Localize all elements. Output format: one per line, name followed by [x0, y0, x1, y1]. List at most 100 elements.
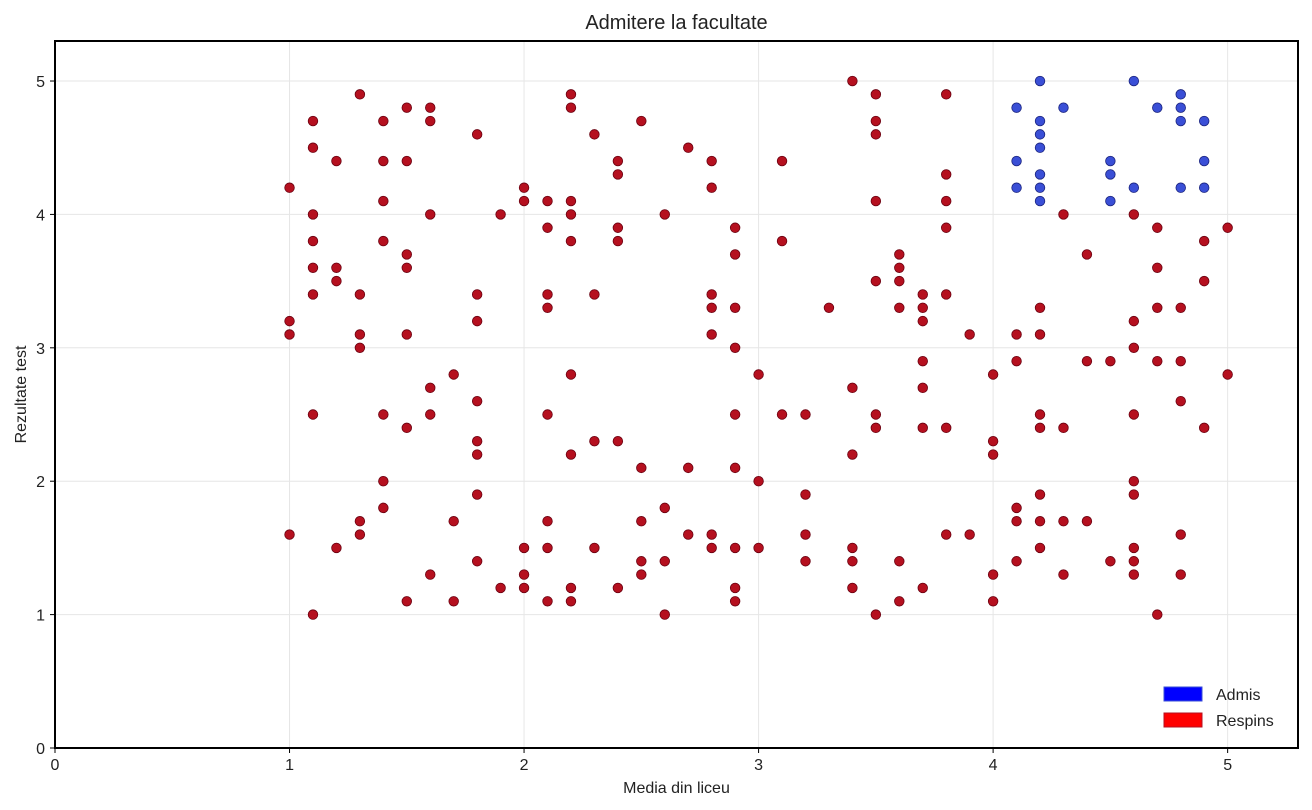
data-point [565, 209, 577, 220]
x-tick-label: 4 [989, 757, 998, 774]
data-point [917, 382, 928, 394]
data-point [1034, 409, 1046, 420]
data-point [941, 222, 952, 233]
data-point [1011, 102, 1022, 113]
data-point [565, 582, 577, 594]
data-point [307, 409, 319, 420]
data-point [729, 302, 741, 313]
data-point [1105, 169, 1116, 180]
data-point [1105, 155, 1116, 167]
data-point [307, 609, 319, 620]
data-point [1175, 102, 1186, 113]
plot-frame [54, 40, 1299, 749]
data-point [1175, 569, 1186, 580]
legend-swatch [1163, 712, 1203, 728]
data-point [1011, 329, 1022, 340]
data-point [706, 542, 717, 554]
data-point [987, 449, 999, 460]
data-point [1128, 556, 1140, 567]
data-point [307, 209, 319, 220]
data-point [1034, 115, 1046, 127]
data-point [941, 422, 952, 434]
data-point [870, 409, 882, 420]
data-point [542, 302, 553, 313]
legend-swatch [1163, 686, 1203, 702]
data-point [636, 569, 647, 580]
data-point [1081, 516, 1093, 527]
data-point [425, 102, 436, 113]
data-point [565, 235, 577, 247]
data-point [354, 342, 366, 354]
data-point [987, 569, 999, 580]
data-point [800, 409, 811, 420]
data-point [425, 209, 436, 220]
data-point [565, 369, 577, 380]
data-point [1034, 302, 1046, 313]
data-point [1175, 395, 1186, 407]
data-point [518, 569, 530, 580]
x-tick-label: 0 [51, 757, 60, 774]
data-point [401, 249, 412, 260]
data-point [589, 129, 600, 140]
data-point [1034, 129, 1046, 140]
x-tick-label: 3 [754, 757, 763, 774]
y-tick-label: 5 [36, 74, 45, 91]
data-point [1011, 155, 1022, 167]
data-point [401, 262, 412, 273]
data-point [800, 556, 811, 567]
data-point [1222, 369, 1233, 380]
data-point [894, 556, 905, 567]
data-point [565, 449, 577, 460]
data-point [847, 75, 858, 87]
data-point [964, 529, 975, 540]
data-point [1011, 182, 1022, 193]
data-point [284, 329, 295, 340]
data-point [729, 542, 741, 554]
data-point [917, 315, 928, 327]
y-axis-label: Rezultate test [13, 345, 30, 443]
y-tick-label: 3 [36, 341, 45, 358]
data-point [636, 516, 647, 527]
data-point [542, 516, 553, 527]
data-point [518, 195, 530, 207]
data-point [354, 329, 366, 340]
data-point [518, 582, 530, 594]
data-point [941, 169, 952, 180]
data-point [589, 542, 600, 554]
y-tick-label: 2 [36, 474, 45, 491]
data-point [518, 542, 530, 554]
data-point [917, 355, 928, 367]
data-point [729, 409, 741, 420]
data-point [1175, 302, 1186, 313]
data-point [1198, 235, 1210, 247]
data-point [917, 289, 928, 300]
data-point [1011, 516, 1022, 527]
data-point [331, 262, 342, 273]
x-tick-label: 1 [285, 757, 294, 774]
data-point [1034, 542, 1046, 554]
data-point [729, 222, 741, 233]
data-point [870, 115, 882, 127]
data-point [870, 422, 882, 434]
data-point [941, 529, 952, 540]
data-point [870, 89, 882, 100]
ticks-layer: 0 1 2 3 4 5 0 1 2 3 4 5 [36, 74, 1232, 774]
data-point [870, 609, 882, 620]
data-point [636, 556, 647, 567]
data-point [1152, 355, 1163, 367]
data-point [518, 182, 530, 193]
data-point [1152, 222, 1163, 233]
data-point [1152, 609, 1163, 620]
data-point [1175, 89, 1186, 100]
data-point [1034, 329, 1046, 340]
data-point [471, 129, 483, 140]
data-point [894, 262, 905, 273]
data-point [378, 235, 389, 247]
x-axis-label: Media din liceu [623, 780, 730, 797]
data-point [800, 529, 811, 540]
data-point [729, 596, 741, 607]
data-point [448, 369, 459, 380]
data-point [307, 235, 319, 247]
chart-title: Admitere la facultate [585, 12, 767, 34]
data-point [753, 476, 764, 487]
